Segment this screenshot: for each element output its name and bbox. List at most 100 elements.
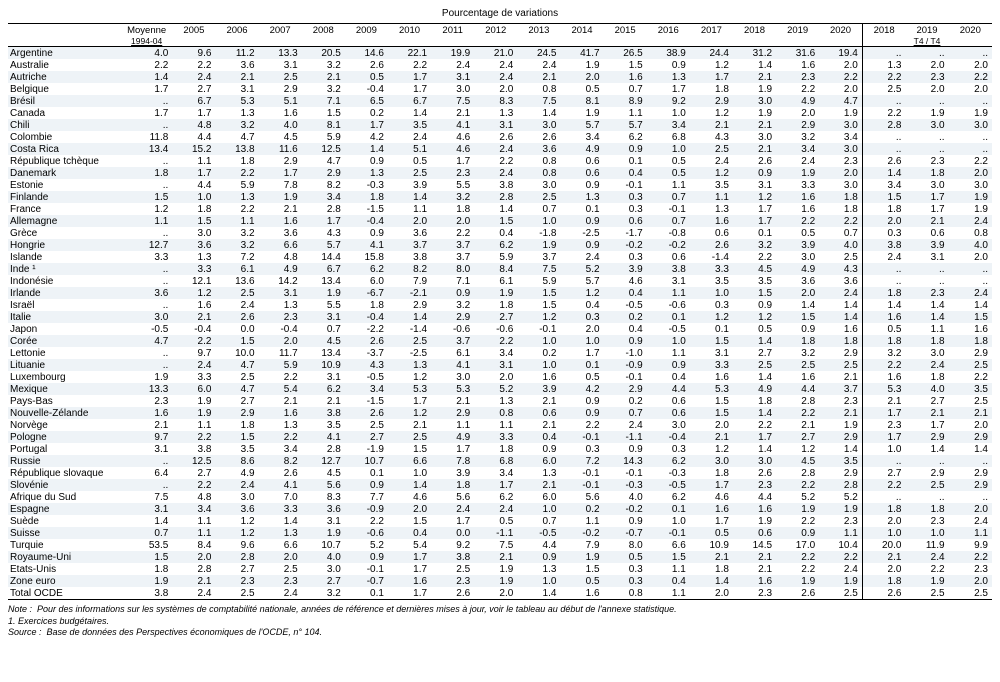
cell-value: -0.3 bbox=[604, 479, 647, 491]
cell-value: 1.5 bbox=[690, 407, 733, 419]
cell-value: 2.2 bbox=[388, 59, 431, 71]
cell-value: 0.9 bbox=[776, 323, 819, 335]
cell-value: 3.6 bbox=[215, 59, 258, 71]
cell-value: 1.3 bbox=[388, 359, 431, 371]
cell-value: 2.5 bbox=[388, 335, 431, 347]
cell-q-value: 1.8 bbox=[862, 335, 905, 347]
cell-value: 2.1 bbox=[172, 311, 215, 323]
row-label: Irlande bbox=[8, 287, 121, 299]
table-row: Slovénie..2.22.44.15.60.91.41.81.72.1-0.… bbox=[8, 479, 992, 491]
cell-value: 2.4 bbox=[690, 155, 733, 167]
cell-q-value: 3.8 bbox=[862, 239, 905, 251]
cell-value: 1.6 bbox=[604, 71, 647, 83]
cell-value: 1.2 bbox=[776, 443, 819, 455]
cell-value: 1.5 bbox=[302, 107, 345, 119]
cell-value: 3.8 bbox=[172, 443, 215, 455]
cell-value: 5.3 bbox=[215, 95, 258, 107]
cell-value: 1.0 bbox=[647, 107, 690, 119]
cell-value: 3.5 bbox=[733, 275, 776, 287]
table-row: Pays-Bas2.31.92.72.12.1-1.51.72.11.32.10… bbox=[8, 395, 992, 407]
cell-value: 2.4 bbox=[431, 503, 474, 515]
cell-value: 5.7 bbox=[604, 119, 647, 131]
cell-value: 4.6 bbox=[604, 275, 647, 287]
cell-value: 2.4 bbox=[259, 587, 302, 600]
cell-value: 3.4 bbox=[776, 143, 819, 155]
cell-value: 0.9 bbox=[733, 167, 776, 179]
cell-value: 1.3 bbox=[215, 107, 258, 119]
cell-value: 2.5 bbox=[431, 563, 474, 575]
cell-value: 5.6 bbox=[560, 491, 603, 503]
cell-value: 2.1 bbox=[819, 371, 862, 383]
cell-q-value: 9.9 bbox=[949, 539, 992, 551]
cell-q-value: 1.9 bbox=[949, 191, 992, 203]
cell-value: 1.3 bbox=[259, 527, 302, 539]
cell-value: 3.1 bbox=[121, 443, 172, 455]
cell-value: 2.1 bbox=[690, 551, 733, 563]
cell-value: 1.9 bbox=[776, 503, 819, 515]
cell-value: 7.8 bbox=[259, 179, 302, 191]
cell-value: 1.8 bbox=[345, 299, 388, 311]
cell-q-value: 2.0 bbox=[862, 515, 905, 527]
cell-value: 1.1 bbox=[604, 107, 647, 119]
cell-value: 1.5 bbox=[215, 431, 258, 443]
cell-value: 1.7 bbox=[121, 107, 172, 119]
cell-value: 1.9 bbox=[302, 527, 345, 539]
cell-q-value: 1.6 bbox=[862, 371, 905, 383]
cell-q-value: 2.0 bbox=[949, 503, 992, 515]
cell-value: 0.6 bbox=[733, 527, 776, 539]
cell-q-value: 2.2 bbox=[862, 359, 905, 371]
cell-value: 7.7 bbox=[345, 491, 388, 503]
cell-value: 4.0 bbox=[819, 239, 862, 251]
cell-value: 2.6 bbox=[690, 239, 733, 251]
cell-q-value: 1.8 bbox=[905, 167, 948, 179]
cell-value: 3.4 bbox=[259, 443, 302, 455]
cell-value: 3.9 bbox=[776, 239, 819, 251]
cell-value: 1.5 bbox=[172, 215, 215, 227]
cell-value: 1.9 bbox=[121, 575, 172, 587]
table-row: Suisse0.71.11.21.31.9-0.60.40.0-1.1-0.5-… bbox=[8, 527, 992, 539]
cell-value: 2.7 bbox=[776, 431, 819, 443]
cell-value: 2.6 bbox=[733, 467, 776, 479]
cell-value: 1.8 bbox=[819, 335, 862, 347]
cell-value: 1.9 bbox=[819, 419, 862, 431]
cell-value: -0.1 bbox=[517, 323, 560, 335]
cell-value: 2.4 bbox=[819, 563, 862, 575]
cell-value: 1.0 bbox=[517, 575, 560, 587]
cell-value: 3.2 bbox=[302, 83, 345, 95]
cell-value: 3.9 bbox=[431, 467, 474, 479]
cell-value: 4.7 bbox=[215, 383, 258, 395]
cell-q-value: 2.9 bbox=[905, 467, 948, 479]
cell-q-value: 2.5 bbox=[949, 587, 992, 600]
cell-q-value: .. bbox=[905, 491, 948, 503]
cell-value: 2.4 bbox=[172, 359, 215, 371]
cell-q-value: 4.0 bbox=[949, 239, 992, 251]
variation-table: Moyenne 1994-04 2005 2006 2007 2008 2009… bbox=[8, 23, 992, 600]
cell-value: 2.5 bbox=[819, 587, 862, 600]
cell-q-value: 1.8 bbox=[862, 287, 905, 299]
cell-value: 10.7 bbox=[302, 539, 345, 551]
cell-value: 0.3 bbox=[647, 443, 690, 455]
cell-value: 3.9 bbox=[604, 263, 647, 275]
cell-value: 3.4 bbox=[302, 191, 345, 203]
cell-value: 2.8 bbox=[819, 479, 862, 491]
cell-value: 3.1 bbox=[647, 275, 690, 287]
row-label: République slovaque bbox=[8, 467, 121, 479]
cell-value: 4.3 bbox=[345, 359, 388, 371]
row-label: Costa Rica bbox=[8, 143, 121, 155]
cell-value: -0.5 bbox=[517, 527, 560, 539]
cell-value: 2.1 bbox=[172, 575, 215, 587]
table-row: Espagne3.13.43.63.33.6-0.92.02.42.41.00.… bbox=[8, 503, 992, 515]
cell-value: -0.9 bbox=[345, 503, 388, 515]
cell-value: 3.6 bbox=[819, 275, 862, 287]
cell-value: 0.9 bbox=[517, 443, 560, 455]
cell-value: 0.8 bbox=[517, 167, 560, 179]
cell-value: 1.9 bbox=[733, 515, 776, 527]
cell-value: 4.4 bbox=[172, 179, 215, 191]
cell-value: 2.8 bbox=[172, 563, 215, 575]
cell-value: -0.1 bbox=[604, 179, 647, 191]
cell-q-value: 2.0 bbox=[949, 59, 992, 71]
cell-value: 1.0 bbox=[647, 515, 690, 527]
cell-value: 0.2 bbox=[517, 347, 560, 359]
cell-value: 3.0 bbox=[733, 131, 776, 143]
cell-value: 13.4 bbox=[302, 275, 345, 287]
